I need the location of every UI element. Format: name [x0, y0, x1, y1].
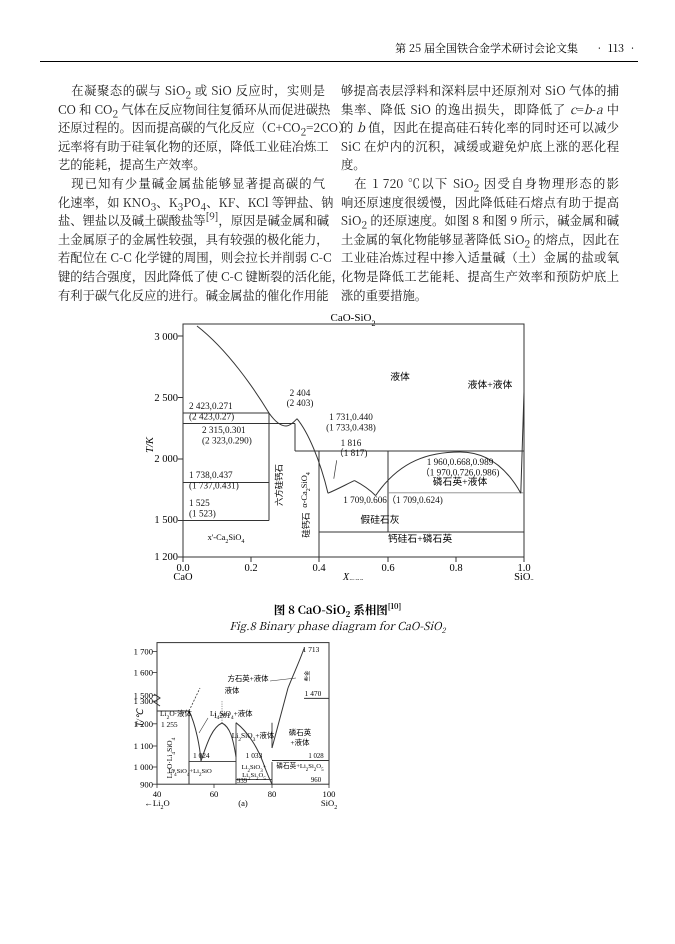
svg-text:2 500: 2 500 — [154, 393, 178, 404]
svg-text:1 713: 1 713 — [303, 645, 320, 654]
svg-text:1 525: 1 525 — [189, 498, 210, 508]
svg-text:0.6: 0.6 — [381, 563, 394, 574]
svg-text:60: 60 — [210, 789, 219, 799]
svg-text:(a): (a) — [238, 798, 248, 808]
svg-text:磷石英+Li2Si2O5: 磷石英+Li2Si2O5 — [276, 761, 324, 773]
svg-text:0.8: 0.8 — [449, 563, 462, 574]
svg-text:些金: 些金 — [303, 670, 311, 681]
svg-text:(2 403): (2 403) — [287, 398, 314, 408]
svg-text:磷石英: 磷石英 — [289, 728, 312, 737]
svg-text:←Li2O: ←Li2O — [144, 798, 169, 811]
svg-text:液体: 液体 — [225, 686, 240, 695]
svg-text:1 100: 1 100 — [134, 741, 153, 751]
svg-text:1 600: 1 600 — [134, 668, 153, 678]
svg-text:0.2: 0.2 — [244, 563, 257, 574]
svg-text:(1 733,0.438): (1 733,0.438) — [326, 423, 376, 433]
svg-text:960: 960 — [311, 777, 322, 784]
svg-text:1 500: 1 500 — [154, 515, 178, 526]
svg-text:1 738,0.437: 1 738,0.437 — [189, 470, 233, 480]
svg-text:CaO: CaO — [173, 572, 193, 580]
svg-text:(2 423,0.27): (2 423,0.27) — [189, 412, 234, 422]
svg-text:2 315,0.301: 2 315,0.301 — [202, 425, 246, 435]
svg-text:1 700: 1 700 — [134, 647, 153, 657]
svg-text:0.4: 0.4 — [312, 563, 326, 574]
svg-text:(1 523): (1 523) — [189, 509, 216, 519]
svg-text:900: 900 — [140, 780, 153, 790]
svg-text:SiO2: SiO2 — [514, 572, 534, 580]
svg-text:1 028: 1 028 — [308, 753, 324, 760]
svg-text:假硅石灰: 假硅石灰 — [360, 513, 399, 526]
svg-text:1 000: 1 000 — [134, 762, 153, 772]
svg-text:1 731,0.440: 1 731,0.440 — [329, 412, 373, 422]
svg-text:1 255: 1 255 — [161, 720, 178, 729]
svg-text:钙硅石+磷石英: 钙硅石+磷石英 — [388, 532, 453, 545]
svg-text:CaO-SiO2: CaO-SiO2 — [331, 312, 376, 328]
svg-text:1 024: 1 024 — [193, 751, 210, 760]
svg-text:α-Ca2SiO4: α-Ca2SiO4 — [300, 472, 312, 508]
svg-text:1 200: 1 200 — [154, 552, 178, 563]
svg-text:x'-Ca2SiO4: x'-Ca2SiO4 — [208, 533, 245, 545]
svg-text:硅钙石: 硅钙石 — [301, 512, 311, 537]
svg-text:(1 737,0.431): (1 737,0.431) — [189, 481, 239, 491]
svg-text:2 423,0.271: 2 423,0.271 — [189, 401, 233, 411]
svg-text:939: 939 — [237, 778, 248, 785]
svg-text:1 816: 1 816 — [341, 438, 362, 448]
svg-text:2 000: 2 000 — [154, 454, 178, 465]
svg-text:1 960,0.668,0.989: 1 960,0.668,0.989 — [427, 457, 494, 467]
svg-text:六方硅钙石: 六方硅钙石 — [274, 464, 284, 506]
svg-text:SiO2: SiO2 — [321, 798, 337, 811]
svg-text:T/℃: T/℃ — [135, 708, 145, 727]
svg-text:1 300: 1 300 — [134, 696, 153, 706]
svg-text:(2 323,0.290): (2 323,0.290) — [202, 436, 252, 446]
svg-text:（1 970,0.726,0.986): （1 970,0.726,0.986) — [421, 468, 500, 478]
svg-text:方石英+液体: 方石英+液体 — [227, 674, 269, 683]
svg-text:1 033: 1 033 — [246, 751, 263, 760]
svg-text:磷石英+液体: 磷石英+液体 — [433, 475, 488, 488]
svg-text:Li2SiO3+液体: Li2SiO3+液体 — [232, 731, 275, 743]
svg-text:（1 817): （1 817) — [335, 448, 368, 458]
svg-text:+液体: +液体 — [291, 738, 311, 747]
svg-text:3 000: 3 000 — [154, 332, 178, 343]
svg-text:1 470: 1 470 — [305, 689, 322, 698]
svg-text:1 709,0.606（1 709,0.624): 1 709,0.606（1 709,0.624) — [343, 495, 443, 505]
svg-text:1 201: 1 201 — [214, 711, 231, 720]
svg-text:80: 80 — [268, 789, 277, 799]
svg-text:液体: 液体 — [390, 370, 410, 383]
svg-text:T/K: T/K — [145, 436, 156, 453]
svg-text:2 404: 2 404 — [290, 388, 311, 398]
svg-text:液体+液体: 液体+液体 — [468, 378, 513, 391]
